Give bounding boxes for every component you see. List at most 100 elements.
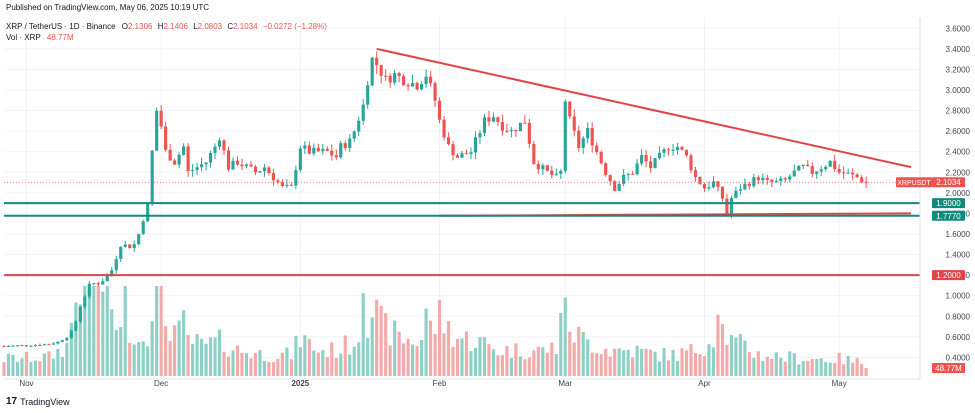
- candle-body: [437, 100, 442, 120]
- y-tick-label: 0.6000: [946, 333, 971, 342]
- volume-bar: [69, 322, 73, 376]
- candle-body: [734, 190, 738, 198]
- volume-bar: [186, 334, 190, 376]
- candle-body: [384, 75, 388, 77]
- volume-bar: [464, 331, 469, 376]
- volume-bar: [653, 351, 657, 376]
- volume-bar: [312, 350, 316, 376]
- volume-bar: [195, 334, 199, 376]
- candle-body: [613, 181, 617, 191]
- open-value: 2.1306: [128, 22, 153, 31]
- volume-bar: [105, 286, 109, 376]
- volume-bar: [586, 339, 590, 376]
- volume-bar: [11, 354, 15, 376]
- volume-bar: [420, 340, 424, 376]
- volume-bar: [334, 358, 338, 376]
- volume-bar: [509, 358, 513, 376]
- y-tick-label: 0.4000: [946, 353, 971, 362]
- candle-body: [518, 122, 522, 132]
- candle-body: [469, 152, 473, 154]
- support-1-tag-label: 1.9000: [936, 199, 961, 208]
- volume-bar: [770, 358, 774, 376]
- candle-body: [846, 172, 850, 174]
- volume-bar: [590, 352, 594, 376]
- candle-body: [487, 117, 491, 122]
- volume-bar: [824, 361, 828, 376]
- volume-bar: [734, 337, 738, 376]
- candle-body: [262, 167, 267, 172]
- volume-bar: [684, 350, 689, 376]
- volume-bar: [738, 333, 742, 376]
- volume-bar: [514, 343, 518, 376]
- volume-bar: [729, 335, 733, 376]
- candle-body: [851, 172, 855, 175]
- volume-bar: [402, 343, 406, 376]
- candle-body: [393, 73, 397, 83]
- candle-body: [500, 122, 504, 131]
- y-tick-label: 3.4000: [946, 45, 971, 54]
- volume-bar: [199, 338, 204, 376]
- candle-body: [631, 173, 635, 175]
- candle-body: [164, 126, 168, 150]
- volume-bar: [855, 357, 859, 376]
- x-tick-label: Nov: [19, 379, 33, 388]
- candle-body: [675, 146, 680, 150]
- candle-body: [824, 166, 828, 170]
- candle-body: [568, 101, 572, 117]
- candle-body: [420, 84, 424, 90]
- volume-bar: [280, 352, 284, 376]
- volume-bar: [262, 360, 267, 376]
- volume-bar: [343, 335, 347, 376]
- y-tick-label: 0.8000: [946, 312, 971, 321]
- volume-bar: [568, 331, 572, 376]
- candle-body: [352, 131, 356, 139]
- volume-bar: [92, 286, 96, 376]
- symbol-title: XRP / TetherUS · 1D · Binance: [6, 22, 116, 31]
- volume-bar: [231, 350, 235, 376]
- volume-bar: [150, 321, 154, 376]
- volume-bar: [128, 342, 132, 376]
- ohlc-legend[interactable]: XRP / TetherUS · 1D · Binance O2.1306 H2…: [6, 22, 327, 31]
- volume-bar: [159, 286, 163, 376]
- candle-body: [455, 155, 460, 158]
- volume-bar: [29, 362, 33, 376]
- volume-bar: [819, 358, 823, 376]
- candle-body: [330, 150, 334, 156]
- candle-body: [806, 164, 810, 167]
- candle-body: [56, 341, 60, 344]
- candle-body: [464, 153, 469, 155]
- candle-body: [65, 337, 69, 341]
- candle-body: [155, 110, 159, 151]
- volume-legend[interactable]: Vol · XRP 48.77M: [6, 33, 74, 42]
- candle-body: [747, 183, 751, 187]
- candle-body: [684, 149, 689, 156]
- candle-body: [505, 130, 509, 132]
- volume-bar: [74, 302, 78, 376]
- candle-body: [298, 148, 302, 171]
- volume-bar: [173, 325, 177, 376]
- support-2-tag-label: 1.7770: [936, 212, 961, 221]
- volume-bar: [680, 348, 684, 376]
- candle-body: [545, 165, 549, 171]
- volume-bar: [204, 343, 208, 376]
- volume-bar: [2, 362, 6, 376]
- candle-body: [729, 197, 733, 214]
- volume-bar: [842, 364, 846, 376]
- candle-body: [29, 345, 33, 347]
- drawings[interactable]: [4, 47, 920, 277]
- candle-body: [146, 203, 150, 222]
- tradingview-brand[interactable]: 17 TradingView: [6, 396, 70, 407]
- volume-bar: [756, 351, 760, 376]
- volume-bar: [815, 358, 819, 376]
- volume-bar: [370, 317, 374, 376]
- volume-bar: [51, 358, 55, 376]
- volume-bar: [33, 360, 38, 376]
- candle-body: [213, 146, 217, 153]
- candle-body: [572, 116, 576, 131]
- close-value: 2.1034: [233, 22, 258, 31]
- volume-bar: [581, 332, 585, 376]
- candle-body: [339, 143, 343, 158]
- candle-body: [69, 330, 73, 338]
- candle-body: [864, 182, 868, 184]
